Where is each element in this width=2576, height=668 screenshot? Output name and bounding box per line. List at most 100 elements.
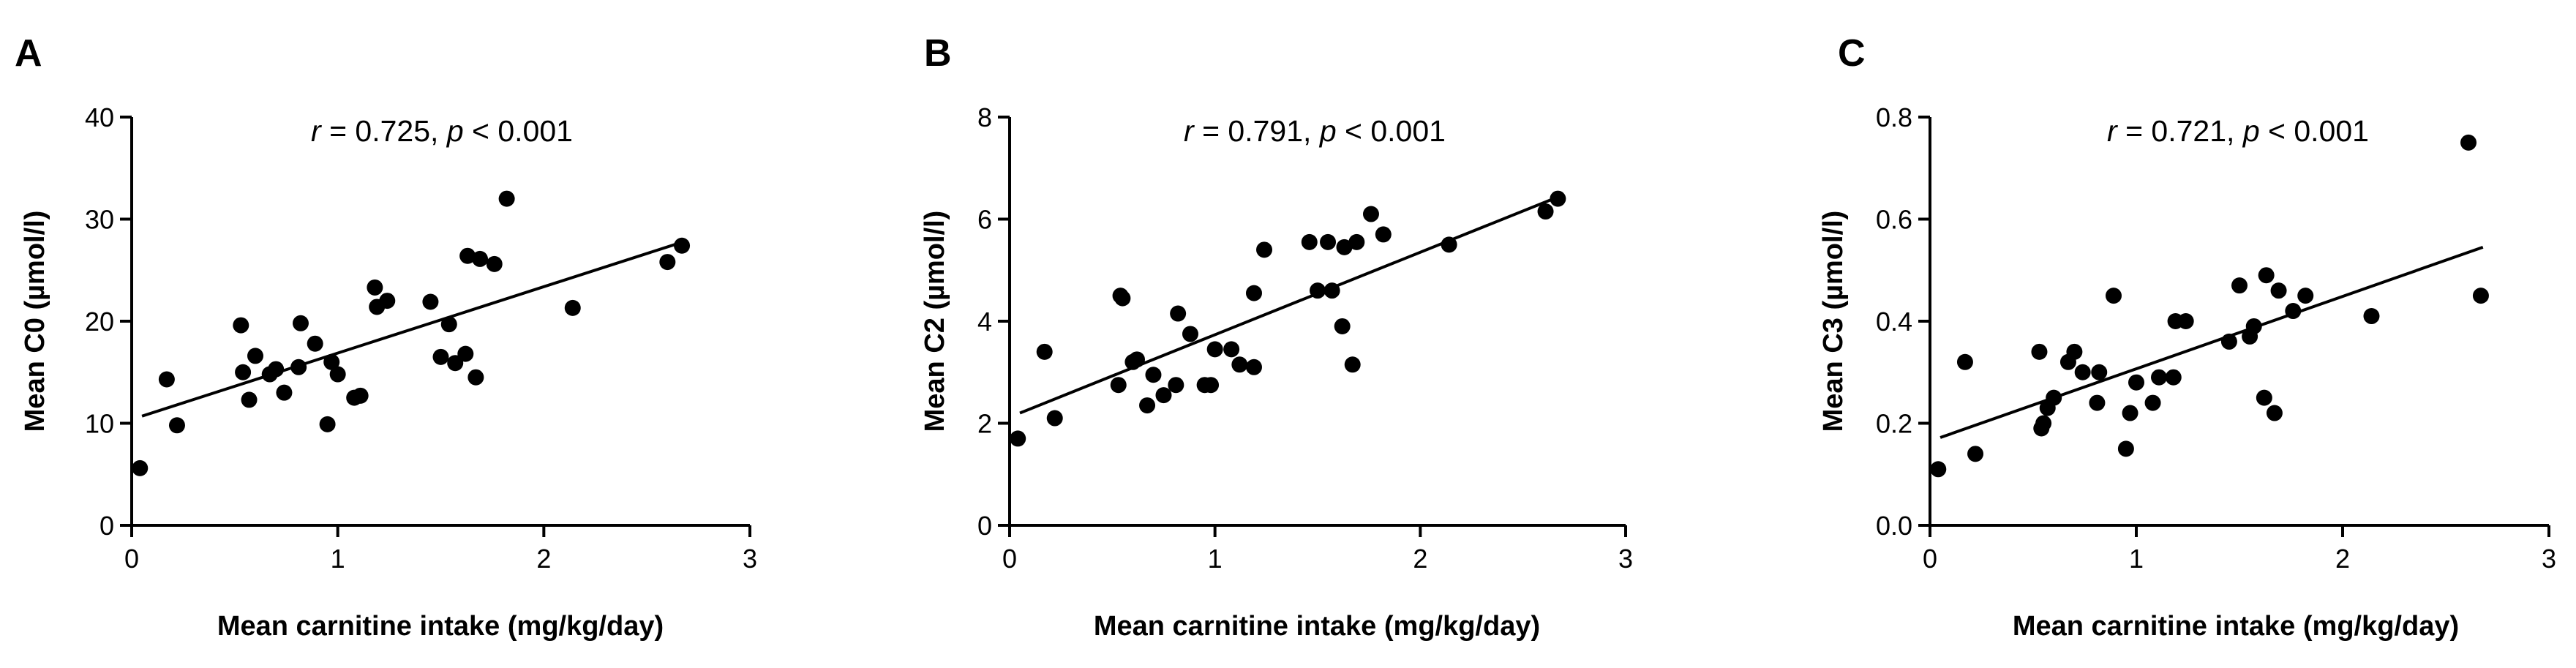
data-point: [319, 416, 336, 432]
x-axis-title: Mean carnitine intake (mg/kg/day): [217, 611, 664, 642]
data-point: [1256, 241, 1273, 258]
regression-line: [141, 240, 685, 418]
data-point: [2091, 364, 2108, 380]
data-point: [1145, 367, 1162, 383]
data-point: [432, 348, 449, 365]
panel-label: C: [1838, 32, 1866, 75]
data-point: [307, 335, 323, 352]
data-point: [268, 361, 285, 378]
data-point: [2245, 318, 2262, 334]
data-point: [674, 237, 691, 254]
p-value: < 0.001: [2260, 114, 2369, 148]
data-point: [440, 316, 457, 333]
y-tick-label: 0.8: [1876, 102, 1912, 132]
data-point: [247, 348, 263, 364]
y-tick-label: 20: [85, 307, 114, 337]
data-point: [2105, 288, 2122, 304]
data-point: [459, 247, 476, 264]
x-tick-label: 1: [1208, 544, 1223, 574]
data-point: [1139, 397, 1156, 414]
y-tick-label: 10: [85, 409, 114, 439]
data-point: [1348, 233, 1365, 250]
data-point: [323, 353, 340, 370]
data-point: [2128, 374, 2144, 391]
data-point: [1301, 233, 1318, 250]
x-tick-label: 3: [743, 544, 757, 574]
data-point: [2258, 267, 2275, 284]
data-point: [486, 255, 503, 272]
data-points: [132, 190, 691, 476]
data-point: [1550, 190, 1566, 207]
r-symbol: r: [1184, 114, 1195, 148]
data-point: [659, 254, 676, 271]
y-tick-label: 30: [85, 205, 114, 235]
data-point: [1362, 206, 1379, 222]
data-point: [2285, 303, 2302, 320]
y-tick-label: 0.6: [1876, 205, 1912, 235]
regression-line: [1939, 245, 2484, 439]
data-point: [2363, 308, 2380, 325]
data-point: [379, 293, 396, 309]
p-symbol: p: [446, 114, 464, 148]
data-point: [1203, 377, 1220, 394]
x-tick-label: 2: [1413, 544, 1427, 574]
p-symbol: p: [1318, 114, 1337, 148]
data-point: [2117, 440, 2134, 457]
data-point: [2031, 343, 2048, 360]
y-tick-label: 0.0: [1876, 511, 1912, 541]
y-tick-label: 0: [99, 511, 114, 541]
panel-label: B: [924, 32, 952, 75]
data-point: [472, 250, 489, 267]
data-point: [2089, 394, 2106, 411]
data-point: [329, 366, 346, 383]
data-point: [1930, 461, 1947, 478]
data-point: [2122, 405, 2138, 421]
data-point: [235, 364, 252, 380]
x-tick-label: 1: [331, 544, 345, 574]
correlation-annotation: r = 0.725, p < 0.001: [311, 114, 573, 148]
tick-group: 0 1 2 3 0.0 0.2 0.4 0.6 0.8: [1876, 102, 2556, 574]
x-axis-title: Mean carnitine intake (mg/kg/day): [2013, 611, 2459, 642]
data-point: [1310, 282, 1326, 299]
data-point: [467, 369, 484, 386]
p-value: < 0.001: [464, 114, 573, 148]
r-symbol: r: [2107, 114, 2119, 148]
y-axis-title: Mean C2 (µmol/l): [920, 211, 950, 432]
data-point: [1231, 356, 1248, 373]
data-point: [1155, 387, 1172, 404]
data-point: [2151, 369, 2168, 386]
data-point: [132, 459, 149, 476]
panel-c: C r = 0.721, p < 0.001 Mean C3 (µmol/l) …: [1818, 32, 2556, 642]
data-point: [1320, 233, 1337, 250]
data-point: [564, 299, 581, 316]
y-tick-label: 40: [85, 102, 114, 132]
data-point: [2231, 277, 2248, 294]
data-point: [457, 345, 474, 362]
data-point: [1182, 326, 1198, 342]
data-point: [447, 355, 464, 372]
data-point: [168, 417, 185, 434]
data-point: [498, 190, 515, 207]
correlation-annotation: r = 0.791, p < 0.001: [1184, 114, 1446, 148]
data-point: [2074, 364, 2091, 380]
x-tick-label: 2: [536, 544, 551, 574]
data-point: [2177, 313, 2194, 329]
data-point: [1956, 353, 1973, 370]
data-point: [290, 359, 307, 375]
data-point: [2460, 134, 2477, 151]
x-tick-label: 2: [2335, 544, 2350, 574]
data-point: [2266, 405, 2283, 421]
data-point: [233, 317, 249, 334]
y-tick-label: 0.4: [1876, 307, 1912, 337]
y-tick-label: 2: [977, 409, 992, 439]
data-point: [1110, 377, 1127, 394]
y-axis-title: Mean C0 (µmol/l): [20, 211, 50, 432]
data-point: [352, 387, 369, 404]
data-point: [1375, 226, 1392, 243]
data-point: [2066, 343, 2083, 360]
x-tick-label: 1: [2129, 544, 2144, 574]
regression-line: [1019, 195, 1561, 415]
